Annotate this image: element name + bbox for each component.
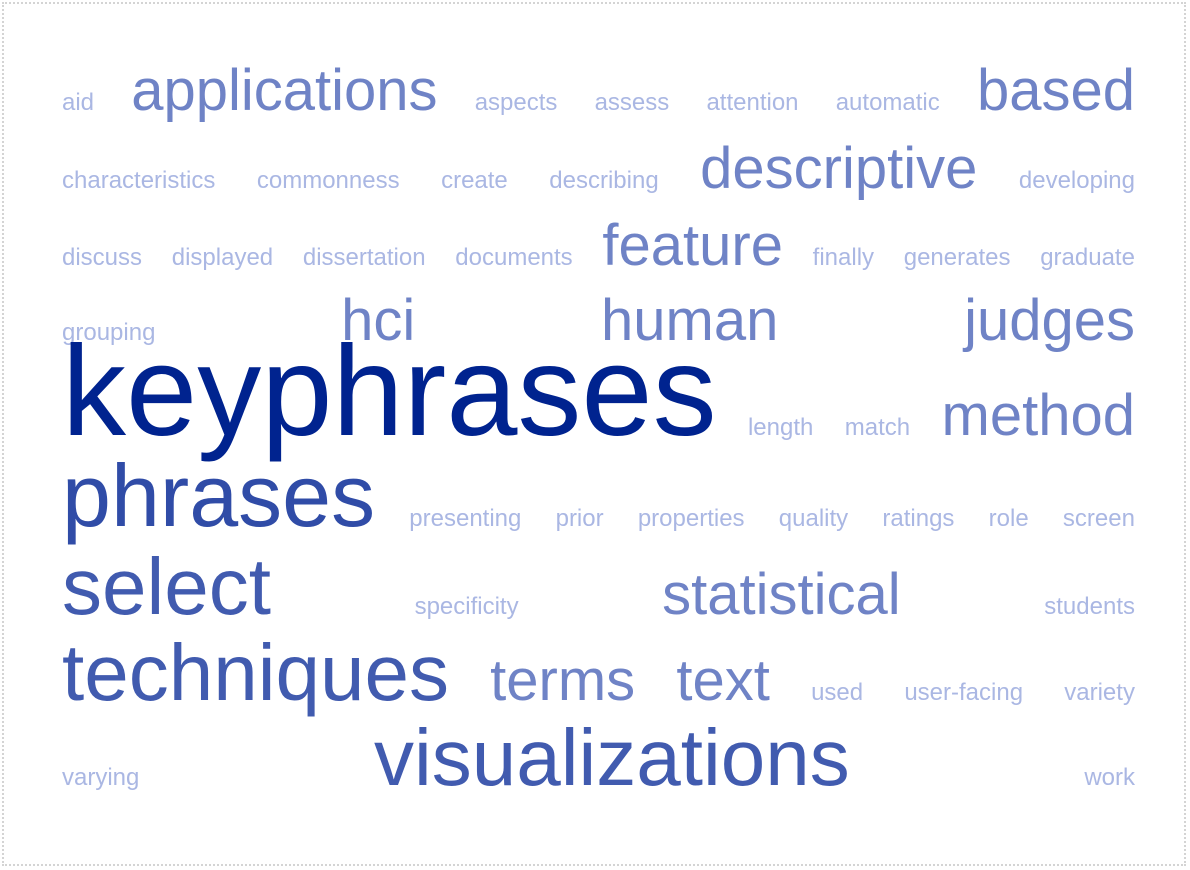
word-screen: screen	[1062, 505, 1135, 533]
word-developing: developing	[1018, 166, 1135, 194]
word-applications: applications	[131, 57, 438, 123]
word-cloud-line: keyphrases length match method	[62, 328, 1135, 456]
word-documents: documents	[455, 243, 573, 271]
word-cloud-line: varying visualizations work	[62, 712, 1135, 802]
word-work: work	[1084, 763, 1135, 791]
word-visualizations: visualizations	[373, 712, 850, 802]
word-keyphrases: keyphrases	[62, 320, 717, 464]
word-properties: properties	[637, 505, 745, 533]
word-used: used	[811, 678, 864, 706]
word-automatic: automatic	[835, 88, 940, 116]
word-hci: hci	[341, 287, 416, 353]
word-generates: generates	[903, 243, 1011, 271]
word-match: match	[844, 414, 911, 442]
word-cloud-line: discuss displayed dissertation documents fea…	[62, 212, 1135, 278]
word-cloud-line: phrases presenting prior properties quality r…	[62, 452, 1135, 540]
word-displayed: displayed	[171, 243, 274, 271]
word-length: length	[747, 414, 814, 442]
word-prior: prior	[555, 505, 604, 533]
word-students: students	[1044, 592, 1135, 620]
word-cloud-line: grouping hci human judges	[62, 287, 1135, 353]
word-quality: quality	[778, 505, 849, 533]
word-commonness: commonness	[256, 166, 400, 194]
word-phrases: phrases	[62, 446, 376, 546]
word-presenting: presenting	[409, 505, 522, 533]
word-cloud-line: characteristics commonness create describin…	[62, 135, 1135, 201]
word-terms: terms	[490, 647, 636, 713]
word-grouping: grouping	[62, 318, 156, 346]
word-based: based	[976, 57, 1135, 123]
word-human: human	[601, 287, 779, 353]
word-aid: aid	[62, 88, 95, 116]
word-attention: attention	[706, 88, 799, 116]
word-describing: describing	[549, 166, 659, 194]
word-techniques: techniques	[62, 627, 449, 717]
word-dissertation: dissertation	[302, 243, 426, 271]
word-method: method	[941, 383, 1135, 449]
word-cloud-line: select specificity statistical students	[62, 541, 1135, 631]
word-variety: variety	[1064, 678, 1135, 706]
word-role: role	[988, 505, 1029, 533]
word-assess: assess	[594, 88, 670, 116]
word-specificity: specificity	[414, 592, 519, 620]
word-ratings: ratings	[882, 505, 955, 533]
word-feature: feature	[602, 212, 783, 278]
word-cloud-line: aid applications aspects assess attention aut…	[62, 57, 1135, 123]
word-graduate: graduate	[1040, 243, 1135, 271]
word-aspects: aspects	[474, 88, 558, 116]
word-finally: finally	[812, 243, 875, 271]
word-discuss: discuss	[62, 243, 143, 271]
word-varying: varying	[62, 763, 140, 791]
word-characteristics: characteristics	[62, 166, 216, 194]
word-judges: judges	[964, 287, 1135, 353]
word-descriptive: descriptive	[700, 135, 978, 201]
word-cloud-line: techniques terms text used user-facing variet…	[62, 627, 1135, 717]
word-user-facing: user-facing	[904, 678, 1024, 706]
word-select: select	[62, 541, 271, 631]
word-statistical: statistical	[662, 561, 901, 627]
word-create: create	[441, 166, 508, 194]
word-text: text	[676, 647, 770, 713]
